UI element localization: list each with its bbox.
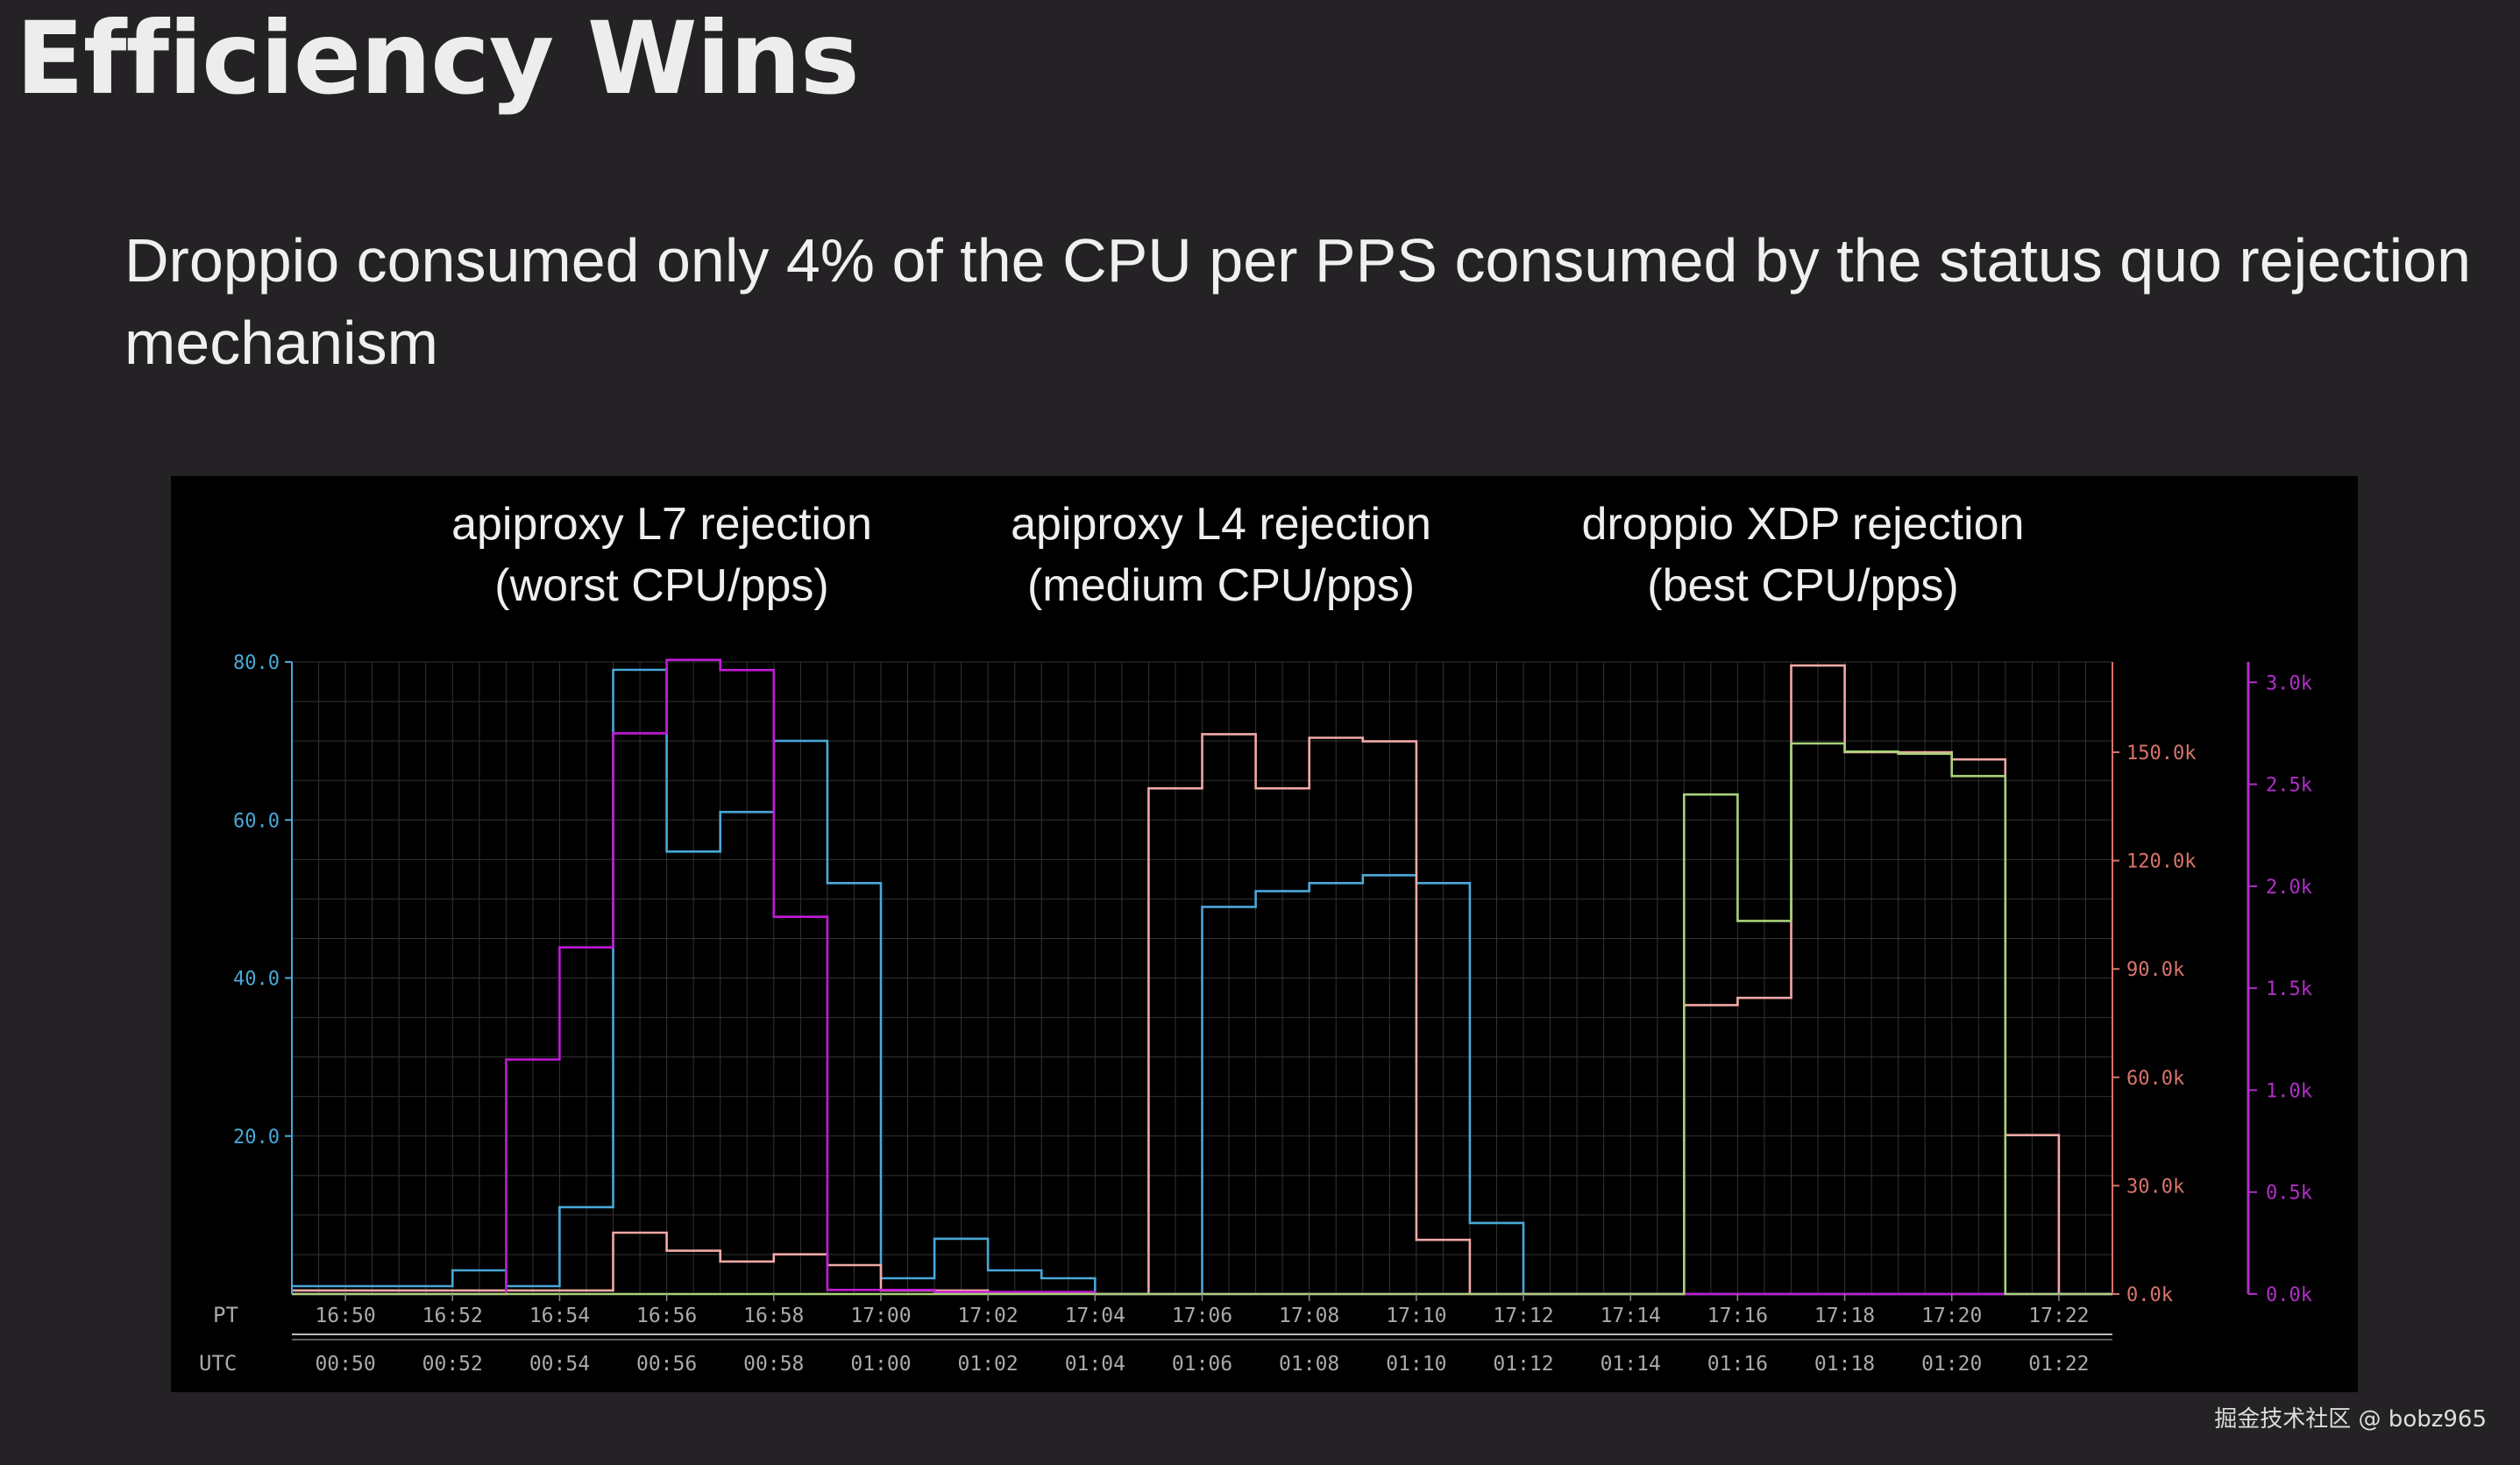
utc-tick-label: 01:08 bbox=[1279, 1353, 1339, 1376]
utc-tick-label: 01:16 bbox=[1707, 1353, 1768, 1376]
utc-tick-label: 01:12 bbox=[1493, 1353, 1553, 1376]
utc-tick-label: 01:00 bbox=[850, 1353, 911, 1376]
chart-svg: 20.0 40.0 60.0 80.0 0.0k 30.0k 60.0k 90.0k 120.0… bbox=[199, 652, 2312, 1376]
right1-tick-label: 0.0k bbox=[2126, 1284, 2173, 1306]
right2-tick-label: 2.5k bbox=[2266, 775, 2312, 797]
right1-tick-label: 30.0k bbox=[2126, 1176, 2184, 1198]
chart-panel: apiproxy L7 rejection (worst CPU/pps) ap… bbox=[171, 476, 2358, 1392]
panel-label-l4-line2: (medium CPU/pps) bbox=[1026, 560, 1416, 611]
panel-label-l7: apiproxy L7 rejection (worst CPU/pps) bbox=[381, 494, 942, 616]
left-tick-label: 60.0 bbox=[233, 810, 280, 832]
right2-tick-label: 0.5k bbox=[2266, 1183, 2312, 1205]
utc-tick-label: 01:10 bbox=[1386, 1353, 1446, 1376]
panel-label-xdp-line1: droppio XDP rejection bbox=[1581, 499, 2025, 550]
pt-row-label: PT bbox=[213, 1303, 238, 1327]
pt-tick-label: 16:52 bbox=[422, 1305, 483, 1327]
panel-label-l7-line1: apiproxy L7 rejection bbox=[451, 499, 872, 550]
panel-label-l7-line2: (worst CPU/pps) bbox=[494, 560, 829, 611]
utc-tick-label: 01:18 bbox=[1814, 1353, 1875, 1376]
pt-tick-label: 17:18 bbox=[1814, 1305, 1875, 1327]
utc-row-label: UTC bbox=[199, 1351, 237, 1376]
slide-title: Efficiency Wins bbox=[16, 0, 860, 117]
pt-tick-label: 17:08 bbox=[1279, 1305, 1339, 1327]
right1-tick-label: 60.0k bbox=[2126, 1068, 2184, 1090]
right2-tick-label: 0.0k bbox=[2266, 1284, 2312, 1306]
utc-tick-label: 00:58 bbox=[743, 1353, 804, 1376]
utc-tick-label: 00:56 bbox=[636, 1353, 697, 1376]
series-line-green bbox=[292, 742, 2112, 1296]
pt-tick-label: 17:00 bbox=[850, 1305, 911, 1327]
panel-label-l4: apiproxy L4 rejection (medium CPU/pps) bbox=[941, 494, 1501, 616]
pt-tick-label: 17:14 bbox=[1601, 1305, 1661, 1327]
left-tick-label: 80.0 bbox=[233, 652, 280, 674]
left-tick-label: 40.0 bbox=[233, 969, 280, 991]
chart-series bbox=[292, 658, 2112, 1296]
right2-tick-label: 1.0k bbox=[2266, 1080, 2312, 1102]
panel-label-xdp: droppio XDP rejection (best CPU/pps) bbox=[1523, 494, 2083, 616]
pt-tick-label: 17:10 bbox=[1386, 1305, 1446, 1327]
series-line-pink bbox=[292, 664, 2112, 1296]
right1-tick-label: 120.0k bbox=[2126, 851, 2196, 873]
pt-tick-label: 17:02 bbox=[958, 1305, 1019, 1327]
pt-tick-label: 16:58 bbox=[743, 1305, 804, 1327]
utc-tick-label: 00:54 bbox=[529, 1353, 590, 1376]
series-line-magenta bbox=[292, 658, 2112, 1296]
panel-label-l4-line1: apiproxy L4 rejection bbox=[1011, 499, 1431, 550]
right1-tick-label: 150.0k bbox=[2126, 743, 2196, 765]
right1-tick-label: 90.0k bbox=[2126, 959, 2184, 981]
utc-tick-label: 00:52 bbox=[422, 1353, 483, 1376]
panel-label-xdp-line2: (best CPU/pps) bbox=[1647, 560, 1959, 611]
pt-tick-label: 17:20 bbox=[1921, 1305, 1982, 1327]
pt-tick-label: 17:22 bbox=[2028, 1305, 2089, 1327]
utc-tick-label: 01:14 bbox=[1601, 1353, 1661, 1376]
chart-axes: 20.0 40.0 60.0 80.0 0.0k 30.0k 60.0k 90.0k 120.0… bbox=[199, 652, 2312, 1376]
left-tick-label: 20.0 bbox=[233, 1127, 280, 1149]
utc-tick-label: 01:22 bbox=[2028, 1353, 2089, 1376]
utc-tick-label: 01:02 bbox=[958, 1353, 1019, 1376]
utc-tick-label: 00:50 bbox=[315, 1353, 375, 1376]
utc-tick-label: 01:06 bbox=[1172, 1353, 1232, 1376]
utc-tick-label: 01:20 bbox=[1921, 1353, 1982, 1376]
pt-tick-label: 17:16 bbox=[1707, 1305, 1768, 1327]
pt-tick-label: 16:50 bbox=[315, 1305, 375, 1327]
pt-tick-label: 17:04 bbox=[1065, 1305, 1125, 1327]
right2-tick-label: 2.0k bbox=[2266, 877, 2312, 899]
utc-tick-label: 01:04 bbox=[1065, 1353, 1125, 1376]
pt-tick-label: 17:06 bbox=[1172, 1305, 1232, 1327]
right2-tick-label: 3.0k bbox=[2266, 672, 2312, 694]
pt-tick-label: 17:12 bbox=[1493, 1305, 1553, 1327]
pt-tick-label: 16:54 bbox=[529, 1305, 590, 1327]
pt-tick-label: 16:56 bbox=[636, 1305, 697, 1327]
watermark: 掘金技术社区 @ bobz965 bbox=[2214, 1406, 2487, 1433]
slide-subtitle: Droppio consumed only 4% of the CPU per … bbox=[124, 226, 2472, 377]
right2-tick-label: 1.5k bbox=[2266, 978, 2312, 1000]
